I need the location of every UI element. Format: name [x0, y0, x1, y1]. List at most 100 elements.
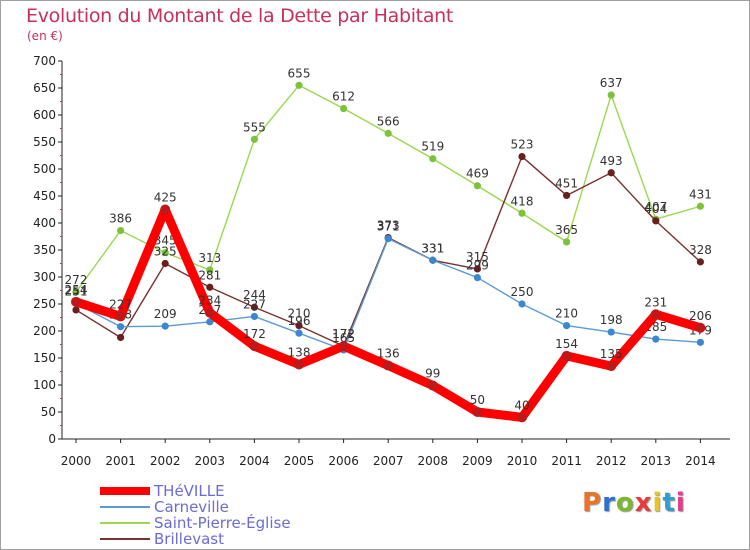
data-point — [695, 322, 706, 333]
data-label: 373 — [377, 219, 400, 233]
data-point — [295, 81, 303, 89]
data-point — [250, 135, 258, 143]
data-label: 328 — [689, 243, 712, 257]
data-point — [473, 182, 481, 190]
data-label: 138 — [288, 345, 311, 359]
y-tick-label: 400 — [33, 216, 56, 230]
logo-letter: t — [662, 488, 676, 518]
data-label: 172 — [332, 327, 355, 341]
data-label: 136 — [377, 347, 400, 361]
x-tick-label: 2001 — [105, 454, 136, 468]
data-point — [607, 169, 615, 177]
data-label: 210 — [288, 307, 311, 321]
data-point — [518, 300, 526, 308]
data-point — [696, 258, 705, 266]
legend-label: Brillevast — [154, 530, 224, 548]
data-label: 345 — [154, 234, 177, 248]
y-tick-label: 250 — [33, 297, 56, 311]
y-tick-label: 200 — [33, 324, 56, 338]
data-point — [206, 318, 214, 326]
x-tick-label: 2014 — [685, 454, 716, 468]
data-label: 251 — [65, 284, 88, 298]
data-label: 365 — [555, 223, 578, 237]
logo-letter: o — [615, 488, 635, 518]
data-label: 555 — [243, 120, 266, 134]
x-tick-label: 2002 — [150, 454, 181, 468]
y-tick-label: 650 — [33, 81, 56, 95]
data-point — [204, 307, 215, 318]
logo-letter: r — [602, 488, 616, 518]
data-label: 50 — [470, 393, 485, 407]
data-label: 135 — [600, 347, 623, 361]
data-label: 655 — [288, 66, 311, 80]
data-label: 154 — [555, 337, 578, 351]
data-point — [250, 312, 258, 321]
data-label: 371 — [377, 220, 400, 234]
y-tick-label: 700 — [33, 54, 56, 68]
legend-label: Carneville — [154, 498, 229, 516]
data-label: 331 — [421, 241, 444, 255]
data-point — [71, 296, 81, 307]
legend-swatch — [100, 487, 150, 495]
data-point — [472, 407, 483, 417]
data-point — [650, 309, 661, 320]
data-point — [161, 259, 169, 268]
legend-label: THéVILLE — [154, 482, 225, 500]
x-tick-label: 2009 — [462, 454, 493, 468]
data-label: 519 — [421, 140, 444, 154]
x-tick-label: 2011 — [551, 454, 582, 468]
data-point — [295, 329, 303, 337]
logo-letter: i — [652, 488, 663, 518]
x-tick-label: 2004 — [239, 454, 270, 468]
data-point — [161, 322, 169, 330]
data-point — [115, 311, 126, 322]
y-tick-label: 50 — [41, 405, 56, 419]
data-label: 209 — [154, 307, 177, 321]
y-tick-label: 550 — [33, 135, 56, 149]
data-point — [250, 303, 258, 311]
data-label: 254 — [65, 283, 88, 297]
data-point — [563, 322, 571, 330]
legend-swatch — [100, 506, 150, 508]
data-point — [518, 152, 526, 161]
data-label: 227 — [109, 297, 132, 311]
data-label: 250 — [511, 285, 534, 299]
data-label: 612 — [332, 90, 355, 104]
y-tick-label: 0 — [48, 432, 56, 446]
data-point — [340, 104, 348, 113]
data-point — [607, 91, 615, 99]
data-label: 331 — [421, 241, 444, 255]
data-point — [606, 361, 617, 372]
data-label: 418 — [511, 194, 534, 208]
data-point — [161, 249, 169, 257]
data-point — [696, 202, 705, 210]
x-tick-label: 2005 — [284, 454, 315, 468]
y-tick-label: 500 — [33, 162, 56, 176]
data-point — [427, 380, 438, 391]
x-tick-label: 2000 — [61, 454, 92, 468]
legend-swatch — [100, 522, 150, 524]
data-label: 425 — [154, 191, 177, 205]
data-point — [652, 335, 660, 343]
data-label: 281 — [198, 268, 221, 282]
data-point — [295, 322, 303, 330]
data-label: 493 — [600, 154, 623, 168]
x-tick-label: 2013 — [641, 454, 672, 468]
y-tick-label: 450 — [33, 189, 56, 203]
data-label: 172 — [243, 327, 266, 341]
data-label: 272 — [65, 273, 88, 287]
data-label: 299 — [466, 259, 489, 273]
data-label: 206 — [689, 309, 712, 323]
data-label: 40 — [514, 398, 529, 412]
data-label: 407 — [644, 200, 667, 214]
data-label: 210 — [555, 307, 578, 321]
logo-letter: P — [582, 488, 603, 518]
data-point — [117, 333, 125, 342]
data-label: 196 — [288, 314, 311, 328]
data-label: 165 — [332, 331, 355, 345]
data-label: 566 — [377, 114, 400, 128]
data-label: 231 — [644, 295, 667, 309]
data-point — [338, 341, 349, 352]
data-point — [384, 235, 392, 243]
legend-swatch — [100, 538, 150, 540]
